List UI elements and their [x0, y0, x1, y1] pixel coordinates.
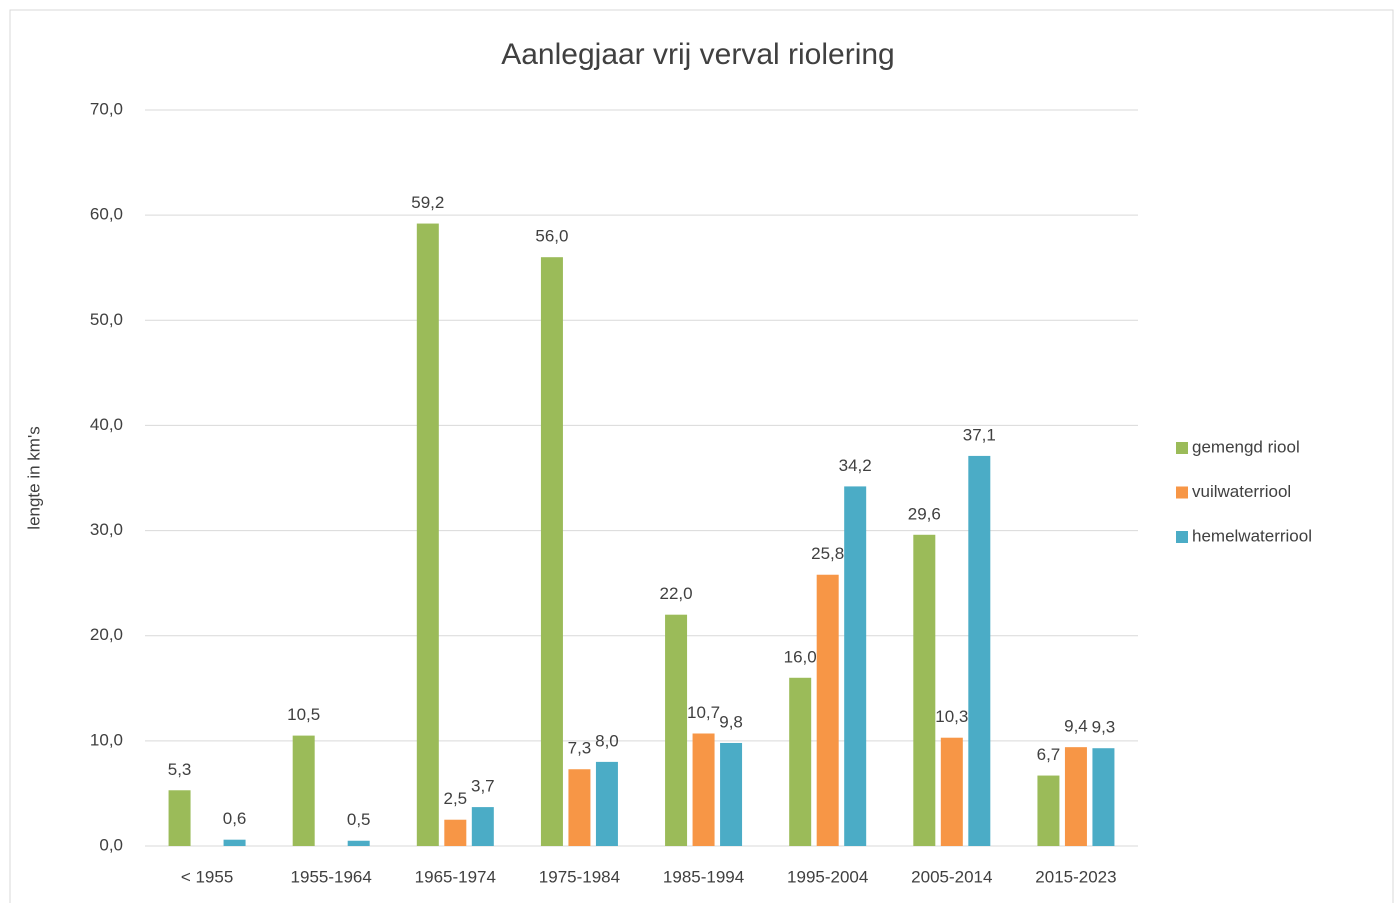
value-label: 0,5 — [347, 810, 371, 829]
legend-label: vuilwaterriool — [1192, 482, 1291, 501]
bar — [1037, 775, 1060, 846]
bar — [540, 257, 563, 846]
bar — [168, 790, 191, 846]
bar — [223, 839, 246, 846]
value-label: 22,0 — [660, 584, 693, 603]
bar — [816, 574, 839, 846]
bar — [292, 735, 315, 846]
bar — [913, 534, 936, 846]
bar — [444, 819, 467, 846]
bar — [595, 761, 618, 846]
value-label: 3,7 — [471, 777, 495, 796]
bar — [347, 840, 370, 846]
y-tick-label: 70,0 — [90, 99, 123, 118]
value-label: 56,0 — [535, 227, 568, 246]
y-tick-label: 40,0 — [90, 415, 123, 434]
bar — [692, 733, 715, 846]
x-tick-label: 2015-2023 — [1035, 867, 1116, 886]
bar — [940, 737, 963, 846]
bar — [416, 223, 439, 846]
legend-label: hemelwaterriool — [1192, 526, 1312, 545]
x-tick-label: 1965-1974 — [415, 867, 496, 886]
value-label: 37,1 — [963, 425, 996, 444]
legend-label: gemengd riool — [1192, 437, 1300, 456]
bar — [968, 455, 991, 846]
x-tick-label: 1985-1994 — [663, 867, 744, 886]
y-axis-label: lengte in km's — [24, 426, 43, 529]
y-tick-label: 30,0 — [90, 520, 123, 539]
legend-swatch — [1176, 531, 1188, 543]
value-label: 10,3 — [935, 707, 968, 726]
value-label: 59,2 — [411, 193, 444, 212]
value-label: 5,3 — [168, 760, 192, 779]
y-tick-label: 60,0 — [90, 205, 123, 224]
bar — [568, 769, 591, 846]
value-label: 9,8 — [719, 712, 743, 731]
value-label: 6,7 — [1037, 745, 1061, 764]
bar — [665, 614, 688, 846]
value-label: 8,0 — [595, 731, 619, 750]
x-tick-label: 2005-2014 — [911, 867, 992, 886]
value-label: 2,5 — [443, 789, 467, 808]
y-tick-label: 10,0 — [90, 730, 123, 749]
x-tick-label: 1995-2004 — [787, 867, 868, 886]
x-tick-label: 1975-1984 — [539, 867, 620, 886]
y-tick-label: 0,0 — [99, 835, 123, 854]
value-label: 16,0 — [784, 647, 817, 666]
bar — [1092, 748, 1115, 846]
y-tick-label: 20,0 — [90, 625, 123, 644]
value-label: 10,7 — [687, 703, 720, 722]
value-label: 9,3 — [1092, 718, 1116, 737]
bar — [789, 677, 812, 846]
value-label: 34,2 — [839, 456, 872, 475]
value-label: 7,3 — [568, 739, 592, 758]
value-label: 9,4 — [1064, 717, 1088, 736]
bar — [844, 486, 867, 846]
bar — [720, 742, 743, 846]
x-tick-label: < 1955 — [181, 867, 233, 886]
value-label: 25,8 — [811, 544, 844, 563]
legend-swatch — [1176, 486, 1188, 499]
x-tick-label: 1955-1964 — [291, 867, 372, 886]
value-label: 10,5 — [287, 705, 320, 724]
value-label: 29,6 — [908, 504, 941, 523]
chart-title: Aanlegjaar vrij verval riolering — [501, 38, 895, 71]
bar — [1064, 747, 1087, 846]
legend-swatch — [1176, 442, 1188, 454]
y-tick-label: 50,0 — [90, 310, 123, 329]
value-label: 0,6 — [223, 809, 247, 828]
bar — [471, 807, 494, 846]
